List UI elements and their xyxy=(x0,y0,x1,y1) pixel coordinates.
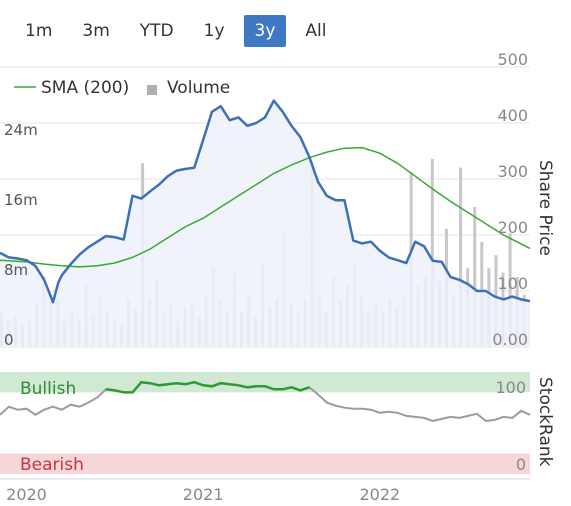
legend-volume-swatch xyxy=(147,85,157,95)
volume-bar xyxy=(459,167,463,347)
price-axis-ticks: 500 400 300 200 100 0.00 xyxy=(492,50,528,349)
bearish-zone xyxy=(0,453,530,474)
price-tick: 100 xyxy=(497,274,528,293)
price-tick: 0.00 xyxy=(492,330,528,349)
bullish-zone xyxy=(0,372,530,393)
range-selector: 1m 3m YTD 1y 3y All xyxy=(14,15,346,47)
x-tick-label: 2020 xyxy=(6,485,47,504)
range-1y-button[interactable]: 1y xyxy=(203,21,225,41)
legend: SMA (200) Volume xyxy=(14,78,230,98)
x-axis-ticks: 2020 2021 2022 xyxy=(6,485,400,504)
stockrank-bullish-line xyxy=(105,380,310,394)
x-tick-label: 2021 xyxy=(183,485,224,504)
stockrank-tick: 100 xyxy=(495,378,526,397)
volume-bar xyxy=(508,233,512,347)
price-area xyxy=(0,100,530,347)
volume-tick: 0 xyxy=(4,331,14,349)
share-price-axis-label: Share Price xyxy=(535,160,555,256)
bearish-label: Bearish xyxy=(20,455,84,475)
range-3y-button[interactable]: 3y xyxy=(243,15,287,47)
range-1m-button[interactable]: 1m xyxy=(25,21,53,41)
bullish-label: Bullish xyxy=(20,379,76,399)
price-tick: 300 xyxy=(497,162,528,181)
stockrank-tick: 0 xyxy=(516,455,526,474)
volume-tick: 8m xyxy=(4,261,28,279)
range-all-button[interactable]: All xyxy=(305,21,327,41)
price-line xyxy=(0,99,531,304)
volume-tick: 16m xyxy=(4,191,38,209)
legend-sma-label[interactable]: SMA (200) xyxy=(41,78,129,98)
price-tick: 200 xyxy=(497,218,528,237)
price-tick: 500 xyxy=(497,50,528,69)
sma-line xyxy=(0,146,531,268)
volume-axis-ticks: 24m 16m 8m 0 xyxy=(4,121,38,349)
volume-tick: 24m xyxy=(4,121,38,139)
range-3m-button[interactable]: 3m xyxy=(82,21,110,41)
legend-volume-label[interactable]: Volume xyxy=(167,78,230,98)
stockrank-axis-label: StockRank xyxy=(535,377,555,467)
volume-bar xyxy=(430,158,434,347)
volume-bar xyxy=(473,207,477,347)
price-tick: 400 xyxy=(497,106,528,125)
x-tick-label: 2022 xyxy=(359,485,400,504)
range-ytd-button[interactable]: YTD xyxy=(139,21,174,41)
